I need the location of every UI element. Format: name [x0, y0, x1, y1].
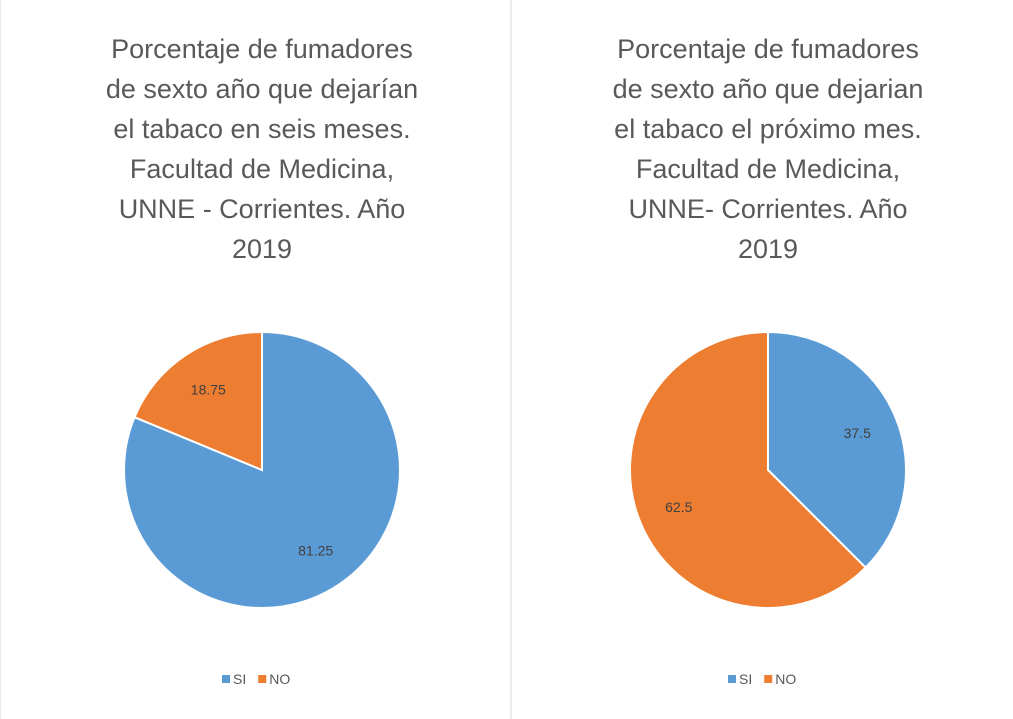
legend-label: SI [739, 671, 752, 687]
chart-title: el tabaco el próximo mes. [614, 114, 922, 144]
legend-label: SI [233, 671, 246, 687]
data-label: 18.75 [191, 382, 226, 398]
chart-title: Porcentaje de fumadores [111, 34, 413, 64]
chart-title: de sexto año que dejarian [613, 74, 924, 104]
chart-title: 2019 [232, 234, 292, 264]
chart-title: Facultad de Medicina, [130, 154, 394, 184]
chart-title: Porcentaje de fumadores [617, 34, 919, 64]
legend-swatch [258, 675, 267, 683]
chart-title: 2019 [738, 234, 798, 264]
pie-slice [629, 330, 867, 609]
legend-swatch [728, 675, 736, 683]
pie-slice [767, 330, 907, 569]
legend-label: NO [775, 671, 796, 687]
legend-label: NO [269, 671, 290, 687]
legend-swatch [222, 675, 230, 683]
chart-title: UNNE - Corrientes. Año [119, 194, 406, 224]
chart-title: de sexto año que dejarían [106, 74, 418, 104]
data-label: 37.5 [844, 425, 871, 441]
data-label: 62.5 [665, 499, 692, 515]
chart-title: el tabaco en seis meses. [113, 114, 410, 144]
chart-title: Facultad de Medicina, [636, 154, 900, 184]
data-label: 81.25 [298, 542, 333, 558]
chart-title: UNNE- Corrientes. Año [628, 194, 907, 224]
legend-swatch [764, 675, 773, 683]
pie-slice [133, 330, 263, 472]
